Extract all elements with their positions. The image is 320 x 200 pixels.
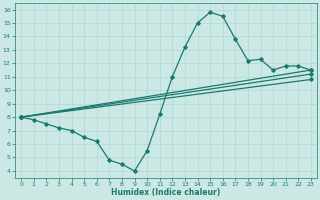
X-axis label: Humidex (Indice chaleur): Humidex (Indice chaleur) bbox=[111, 188, 221, 197]
